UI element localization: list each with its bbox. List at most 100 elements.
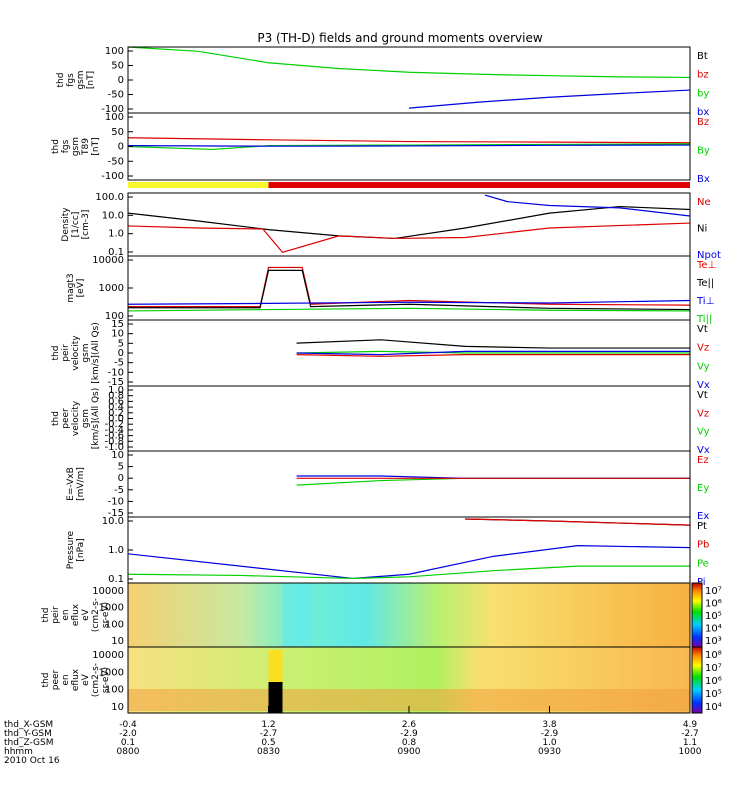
series-line-Bz xyxy=(127,137,691,144)
y-axis-label: eflux xyxy=(71,603,81,626)
legend-entry: Ti⊥ xyxy=(696,296,714,307)
y-tick-label: 5 xyxy=(118,462,124,473)
y-tick-label: -50 xyxy=(108,90,124,101)
legend-entry: Vy xyxy=(697,361,710,372)
y-axis-label: velocity xyxy=(71,335,81,371)
series-line-Vz xyxy=(296,354,690,357)
y-tick-label: 10000 xyxy=(92,255,124,266)
series-line-By xyxy=(127,143,691,151)
y-axis-label: Density xyxy=(61,207,71,242)
y-axis-label: Pressure xyxy=(66,530,76,569)
y-tick-label: -5 xyxy=(114,485,124,496)
series-line-Vt xyxy=(296,339,690,349)
y-axis-label: E=-VxB xyxy=(66,467,76,501)
colorbar-tick-label: 10⁴ xyxy=(705,702,722,713)
panel-frame xyxy=(127,450,691,518)
legend-entry: Vy xyxy=(697,427,710,438)
bottom-row-label: thd_Z-GSM xyxy=(4,738,53,748)
series-line-Te|| xyxy=(128,269,691,311)
bottom-row-value: 1.1 xyxy=(683,738,697,748)
legend-entry: Vx xyxy=(697,445,710,456)
spectrogram-patch xyxy=(282,583,311,647)
y-axis-label: [1/cc] xyxy=(71,212,81,238)
bottom-row-value: -2.7 xyxy=(260,729,278,739)
y-axis-label: (cm2-s- xyxy=(91,598,101,632)
y-axis-label: [nT] xyxy=(86,71,96,89)
panel-1: 100 50 0 -50 -100 thd fgs gsm [nT] Bt bz by bx xyxy=(56,46,709,118)
colorbar-tick-label: 10⁶ xyxy=(705,676,722,687)
y-axis-label: gsm xyxy=(81,343,91,362)
y-axis-label: [nT] xyxy=(91,137,101,155)
panel-frame xyxy=(127,112,691,181)
bottom-row-value: 0.1 xyxy=(121,738,135,748)
bottom-axis-table: thd_X-GSM -0.4 1.2 2.6 3.8 4.9 thd_Y-GSM -2.0 -2… xyxy=(4,706,702,766)
bottom-row-value: 0900 xyxy=(398,747,421,757)
legend-entry: Te|| xyxy=(696,278,714,289)
y-tick-label: 1000 xyxy=(99,603,124,614)
series-line-Vy xyxy=(296,350,690,354)
y-tick-label: 0 xyxy=(118,348,124,359)
y-tick-label: -1.0 xyxy=(104,442,124,453)
y-tick-label: -100 xyxy=(101,104,124,115)
y-tick-label: -0.4 xyxy=(104,425,124,436)
y-axis-label: [mV/m] xyxy=(76,467,86,501)
bottom-row-value: -0.4 xyxy=(119,720,137,730)
y-axis-label: gsm xyxy=(71,137,81,156)
panel-3: 100.0 10.0 1.0 0.1 Density [1/cc] [cm-3] Ne Ni Np… xyxy=(61,192,721,261)
y-tick-label: -0.6 xyxy=(104,431,124,442)
y-axis-label: sr-eV) xyxy=(101,602,111,628)
y-tick-label: 0 xyxy=(118,75,124,86)
y-tick-label: 15 xyxy=(111,319,124,330)
y-axis-label: (cm2-s- xyxy=(91,663,101,697)
y-tick-label: 50 xyxy=(111,61,124,72)
y-axis-label: thd xyxy=(51,346,61,361)
y-tick-label: 10.0 xyxy=(102,516,124,527)
panel-10: 10⁸ 10⁷ 10⁶ 10⁵ 10⁴ 10000 1000 100 10 thd peer en ef… xyxy=(41,646,722,714)
bottom-row-value: -2.7 xyxy=(681,729,699,739)
y-tick-label: 0 xyxy=(118,142,124,153)
bottom-row-value: -2.9 xyxy=(400,729,418,739)
bottom-row-value: -2.9 xyxy=(541,729,559,739)
legend-entry: Npot xyxy=(697,250,721,261)
y-tick-label: 1.0 xyxy=(108,545,124,556)
series-line-Bx xyxy=(127,144,691,147)
legend-entry: Ex xyxy=(697,511,709,522)
panel-2: 100 50 0 -50 -100 thd fgs gsm T89 [nT] Bz By Bx xyxy=(51,112,710,188)
y-tick-label: -5 xyxy=(114,358,124,369)
y-tick-label: 100.0 xyxy=(95,192,124,203)
y-tick-label: 10 xyxy=(111,450,124,461)
y-tick-label: 10.0 xyxy=(102,210,124,221)
y-axis-label: fgs xyxy=(66,73,76,87)
y-tick-label: 10000 xyxy=(92,586,124,597)
y-axis-label: peer xyxy=(51,669,61,690)
bottom-row-value: 0.8 xyxy=(402,738,417,748)
bottom-row-value: -2.0 xyxy=(119,729,137,739)
y-tick-label: 0.1 xyxy=(108,574,124,585)
legend-entry: Ne xyxy=(697,197,711,208)
y-tick-label: -10 xyxy=(108,367,124,378)
legend-entry: Vz xyxy=(697,343,709,354)
bottom-row-value: 0930 xyxy=(538,747,561,757)
colorbar xyxy=(691,646,703,714)
series-line-Ey xyxy=(296,477,690,486)
colorbar-tick-label: 10⁴ xyxy=(705,624,722,635)
bottom-row-value: 0830 xyxy=(257,747,280,757)
legend-entry: Ti|| xyxy=(696,314,712,325)
y-tick-label: -10 xyxy=(108,496,124,507)
y-axis-label: eV xyxy=(81,608,91,621)
y-tick-label: -15 xyxy=(108,508,124,519)
panel-frame xyxy=(127,46,691,114)
y-tick-label: -50 xyxy=(108,156,124,167)
legend-entry: Bt xyxy=(697,51,708,62)
y-axis-label: thd xyxy=(51,139,61,154)
y-tick-label: 1000 xyxy=(99,667,124,678)
bottom-row-value: 0800 xyxy=(117,747,140,757)
legend-entry: Pe xyxy=(697,558,709,569)
panel-frame xyxy=(127,192,691,257)
bottom-row-label: hhmm xyxy=(4,747,33,757)
colorbar-tick-label: 10⁷ xyxy=(705,586,722,597)
